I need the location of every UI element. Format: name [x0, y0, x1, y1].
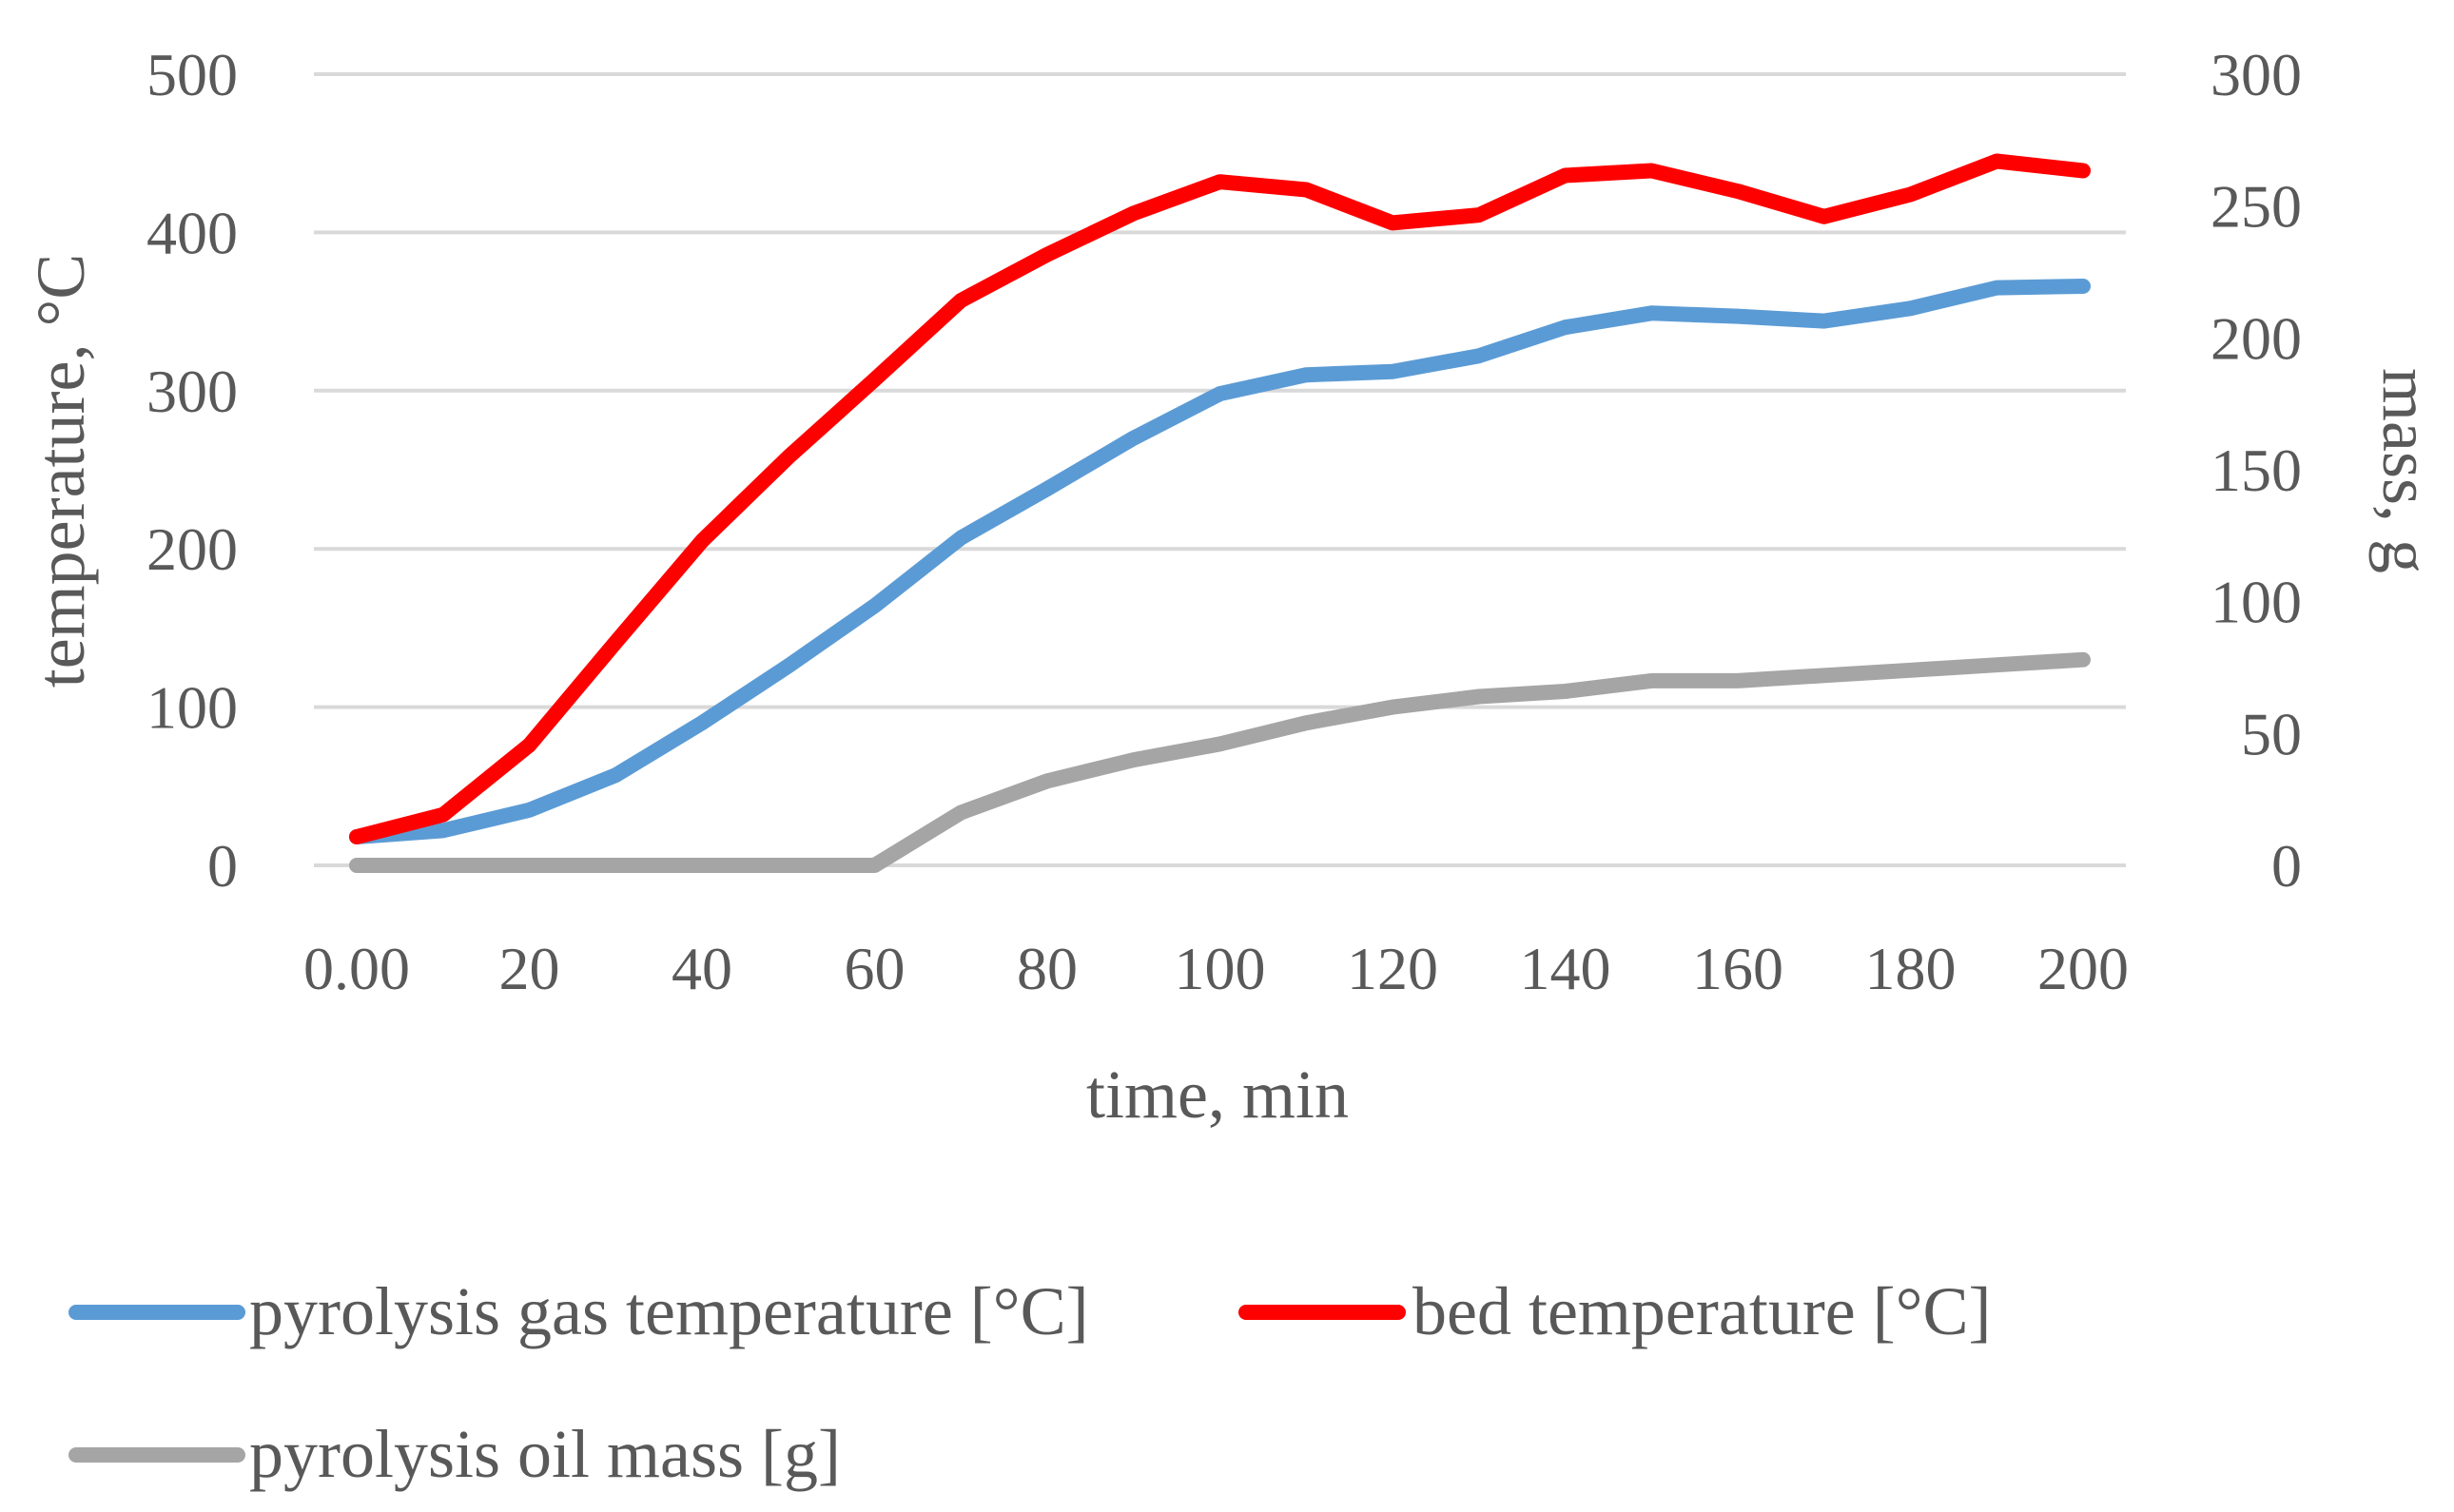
x-tick-label: 80: [1017, 935, 1078, 1002]
x-tick-label: 20: [499, 935, 560, 1002]
y-left-tick-label: 0: [207, 832, 238, 900]
legend-label-oil: pyrolysis oil mass [g]: [249, 1416, 841, 1492]
y-right-tick-label: 200: [2211, 304, 2302, 372]
series-line-bed-temperature: [349, 153, 2091, 844]
legend: pyrolysis gas temperature [°C] bed tempe…: [68, 1273, 1992, 1492]
x-tick-label: 120: [1347, 935, 1438, 1002]
y-axis-left-title: temperature, °C: [23, 254, 99, 688]
y-right-tick-label: 150: [2211, 436, 2302, 504]
y-right-tick-label: 250: [2211, 173, 2302, 241]
y-right-tick-label: 0: [2271, 832, 2302, 900]
y-right-tick-label: 100: [2211, 569, 2302, 636]
y-right-tick-label: 300: [2211, 41, 2302, 108]
x-tick-label: 60: [845, 935, 906, 1002]
x-axis-ticks: 0.00 20 40 60 80 100 120 140 160 180 200: [303, 935, 2129, 1002]
series-line-pyrolysis-gas: [349, 279, 2091, 844]
x-tick-label: 180: [1865, 935, 1957, 1002]
x-tick-label: 0.00: [303, 935, 410, 1002]
y-left-tick-label: 400: [146, 199, 238, 266]
series-lines: [349, 153, 2091, 873]
x-tick-label: 140: [1520, 935, 1611, 1002]
right-y-axis-ticks: 0 50 100 150 200 250 300: [2211, 41, 2302, 900]
y-left-tick-label: 300: [146, 358, 238, 425]
x-tick-label: 40: [672, 935, 732, 1002]
legend-label-bed: bed temperature [°C]: [1412, 1273, 1992, 1349]
left-y-axis-ticks: 0 100 200 300 400 500: [146, 41, 238, 900]
x-tick-label: 200: [2037, 935, 2129, 1002]
y-left-tick-label: 100: [146, 674, 238, 742]
x-axis-title: time, min: [1086, 1056, 1349, 1133]
y-right-tick-label: 50: [2241, 700, 2302, 767]
legend-label-gas: pyrolysis gas temperature [°C]: [249, 1273, 1089, 1349]
x-tick-label: 160: [1692, 935, 1783, 1002]
series-line-pyrolysis-oil: [349, 651, 2091, 873]
y-axis-right-title: mass, g: [2368, 368, 2444, 573]
x-tick-label: 100: [1175, 935, 1266, 1002]
y-left-tick-label: 200: [146, 515, 238, 583]
y-left-tick-label: 500: [146, 41, 238, 108]
gridlines: [314, 72, 2126, 867]
